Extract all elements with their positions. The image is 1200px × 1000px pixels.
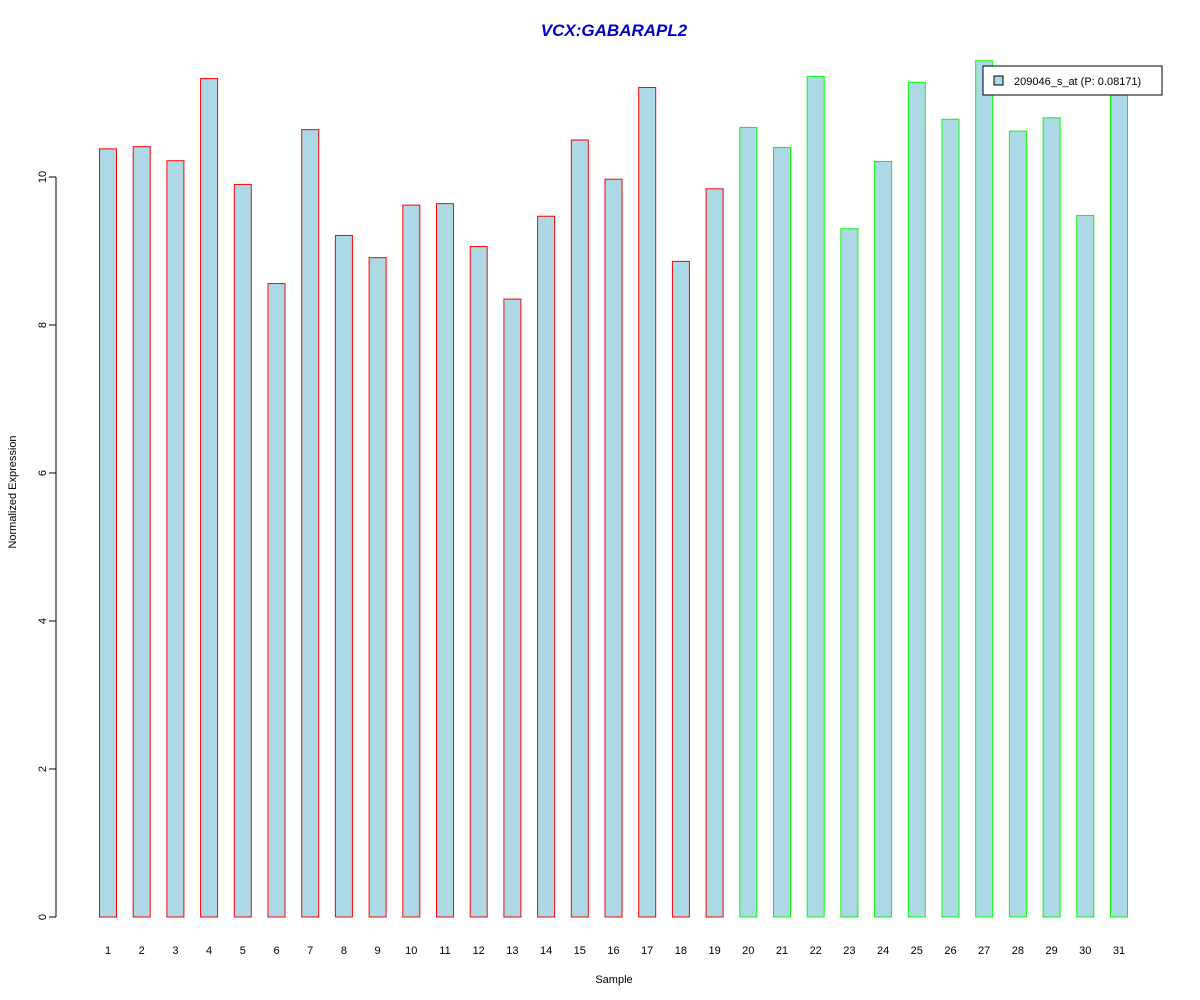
y-tick-label: 2 (37, 766, 49, 772)
x-tick-label: 25 (911, 945, 923, 957)
bar (267, 283, 286, 918)
bar (301, 129, 320, 918)
bar (1076, 214, 1095, 918)
bar (334, 234, 353, 918)
x-tick-label: 19 (708, 945, 720, 957)
x-tick-label: 4 (206, 945, 212, 957)
x-tick-label: 28 (1012, 945, 1024, 957)
bar (806, 75, 825, 918)
bar (941, 118, 960, 918)
x-tick-label: 14 (540, 945, 552, 957)
bar (166, 160, 185, 918)
x-tick-label: 1 (105, 945, 111, 957)
x-tick-label: 24 (877, 945, 889, 957)
x-tick-label: 7 (307, 945, 313, 957)
bar (469, 246, 488, 918)
bar (402, 204, 421, 918)
bar (1110, 91, 1128, 918)
bar (99, 148, 117, 918)
x-tick-label: 13 (506, 945, 518, 957)
bar (1008, 130, 1027, 918)
x-tick-label: 16 (607, 945, 619, 957)
y-tick-label: 10 (37, 171, 49, 183)
bar (907, 81, 926, 918)
x-tick-label: 21 (776, 945, 788, 957)
bar (368, 257, 387, 918)
bars-layer (99, 60, 1128, 918)
x-tick-label: 9 (375, 945, 381, 957)
x-tick-label: 27 (978, 945, 990, 957)
bar (537, 215, 556, 918)
chart-title: VCX:GABARAPL2 (541, 21, 688, 40)
bar (604, 178, 623, 918)
bar (773, 146, 791, 918)
bar (638, 86, 657, 918)
x-tick-label: 2 (139, 945, 145, 957)
x-tick-label: 8 (341, 945, 347, 957)
bar (1042, 117, 1061, 918)
x-axis: 1 2 3 4 5 6 7 8 9 10 11 12 13 14 15 16 17 18 19 20 21 22 23 24 2… (105, 945, 1125, 957)
y-tick-label: 0 (37, 914, 49, 920)
y-tick-label: 6 (37, 470, 49, 476)
bar (975, 60, 994, 918)
bar (132, 146, 151, 918)
legend-box (982, 65, 1163, 96)
x-tick-label: 17 (641, 945, 653, 957)
x-tick-label: 10 (405, 945, 417, 957)
y-axis-label: Normalized Expression (7, 435, 19, 548)
bar (200, 78, 219, 918)
x-tick-label: 31 (1113, 945, 1125, 957)
legend-swatch (993, 75, 1004, 86)
x-tick-label: 3 (172, 945, 178, 957)
bar (233, 183, 252, 918)
bar (503, 298, 522, 918)
y-tick-label: 8 (37, 322, 49, 328)
bar (436, 203, 454, 918)
x-tick-label: 11 (439, 945, 450, 957)
x-tick-label: 15 (574, 945, 586, 957)
x-tick-label: 12 (473, 945, 485, 957)
bar (671, 260, 690, 918)
x-tick-label: 23 (843, 945, 855, 957)
legend-label: 209046_s_at (P: 0.08171) (1014, 76, 1141, 88)
x-axis-label: Sample (595, 974, 632, 986)
x-tick-label: 22 (810, 945, 822, 957)
bar (570, 139, 589, 918)
bar (705, 188, 724, 918)
bar (874, 160, 893, 918)
legend: 209046_s_at (P: 0.08171) (982, 65, 1163, 96)
x-tick-label: 18 (675, 945, 687, 957)
bar (739, 126, 758, 918)
y-tick-label: 4 (37, 618, 49, 624)
bar (840, 228, 859, 918)
x-tick-label: 6 (273, 945, 279, 957)
x-tick-label: 20 (742, 945, 754, 957)
x-tick-label: 26 (944, 945, 956, 957)
x-tick-label: 30 (1079, 945, 1091, 957)
y-axis: 0 2 4 6 8 10 (37, 171, 57, 920)
x-tick-label: 5 (240, 945, 246, 957)
x-tick-label: 29 (1045, 945, 1057, 957)
